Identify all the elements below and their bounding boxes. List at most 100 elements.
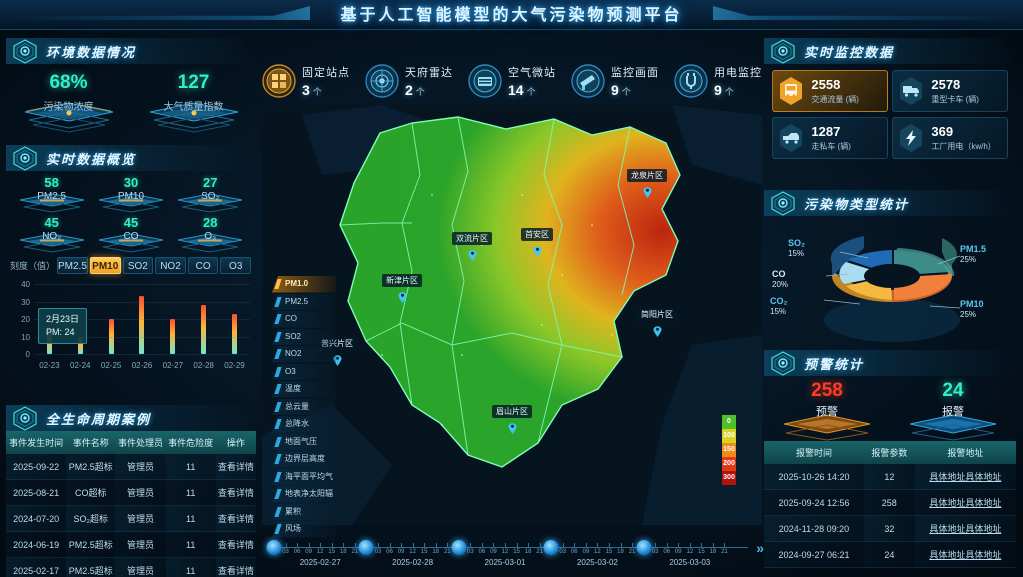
cell-alarm-address[interactable]: 具体地址具体地址 [914, 541, 1016, 568]
cell-alarm-time: 2024-11-28 09:20 [764, 515, 864, 542]
table-row[interactable]: 2025-10-26 14:20 12 具体地址具体地址 [764, 464, 1016, 490]
monitor-card-van[interactable]: 1287 走私车 (辆) [772, 117, 888, 159]
table-row[interactable]: 2024-09-27 06:21 24 具体地址具体地址 [764, 541, 1016, 568]
chart-bar[interactable] [108, 319, 114, 354]
chart-bar[interactable] [139, 296, 145, 354]
pollutant-pie-chart: SO₂ 15% CO 20% CO₂ 15% PM1.5 25% PM10 25… [764, 216, 1016, 351]
map-layer-item[interactable]: O3 [272, 363, 336, 380]
map-layer-item[interactable]: 总降水 [272, 416, 336, 433]
detail-link[interactable]: 查看详情 [215, 531, 256, 558]
stat-value: 14 个 [508, 82, 556, 98]
pedestal-decor [139, 101, 249, 135]
monitor-card-heavy-truck[interactable]: 2578 重型卡车 (辆) [892, 70, 1008, 112]
timeline-hour-label: 03 [374, 549, 382, 555]
monitor-card-traffic[interactable]: 2558 交通流量 (辆) [772, 70, 888, 112]
map-layer-item[interactable]: 温度 [272, 381, 336, 398]
timeline-day-knob[interactable] [451, 540, 467, 555]
map-layer-item[interactable]: PM2.5 [272, 293, 336, 310]
timeline-hour-label: 12 [409, 549, 416, 555]
map-marker[interactable]: 双流片区 [452, 228, 492, 262]
pedestal-decor [14, 101, 124, 135]
timeline-day-knob[interactable] [543, 540, 559, 555]
chart-bar-slot[interactable] [160, 284, 186, 354]
timeline-day-knob[interactable] [358, 540, 374, 555]
chart-bar[interactable] [170, 319, 176, 354]
map-layer-item[interactable]: 地面气压 [272, 433, 336, 450]
env-label: 大气质量指数 [163, 102, 224, 113]
col-alarm-address: 报警地址 [914, 441, 1016, 464]
map-layer-item[interactable]: 累积 [272, 503, 336, 520]
timeline-day-knob[interactable] [636, 540, 652, 555]
table-row[interactable]: 2025-08-21 CO超标 管理员 11 查看详情 [6, 479, 256, 506]
timeline-date-label: 2025-02-27 [299, 558, 341, 567]
table-row[interactable]: 2025-02-17 PM2.5超标 管理员 11 查看详情 [6, 557, 256, 577]
table-row[interactable]: 2024-06-19 PM2.5超标 管理员 11 查看详情 [6, 531, 256, 558]
timeline-next-button[interactable]: » [756, 540, 764, 556]
stat-number: 2 [405, 82, 413, 98]
chart-bar-slot[interactable] [222, 284, 248, 354]
tab-so2[interactable]: SO2 [122, 257, 154, 274]
map-marker[interactable]: 简阳片区 [637, 304, 677, 337]
map-marker[interactable]: 龙泉片区 [627, 165, 667, 199]
chart-bar[interactable] [77, 336, 83, 354]
detail-link[interactable]: 查看详情 [215, 454, 256, 480]
tab-pm25[interactable]: PM2.5 [57, 257, 88, 274]
chart-bar-slot[interactable] [129, 284, 155, 354]
tab-co[interactable]: CO [187, 257, 219, 274]
chart-bar[interactable] [231, 313, 237, 354]
metric-name: CO [123, 231, 139, 242]
chart-bar[interactable] [201, 305, 207, 354]
metric-value: 27 [203, 175, 218, 190]
timeline-track[interactable] [274, 547, 748, 548]
table-row[interactable]: 2025-09-24 12:56 258 具体地址具体地址 [764, 489, 1016, 516]
bolt-icon [898, 123, 924, 153]
table-row[interactable]: 2024-11-28 09:20 32 具体地址具体地址 [764, 515, 1016, 542]
detail-link[interactable]: 查看详情 [215, 479, 256, 506]
legend-segment: 0 [722, 415, 736, 429]
map-marker[interactable]: 新津片区 [382, 270, 422, 304]
table-row[interactable]: 2024-07-20 SO₂超标 管理员 11 查看详情 [6, 505, 256, 532]
detail-link[interactable]: 查看详情 [215, 505, 256, 532]
map-layer-item[interactable]: NO2 [272, 346, 336, 363]
map-layer-item[interactable]: 总云量 [272, 398, 336, 415]
map-layer-item[interactable]: PM1.0 [272, 276, 336, 293]
map-marker[interactable]: 眉山片区 [492, 401, 532, 434]
map-layer-list[interactable]: PM1.0 PM2.5 CO SO2 NO2 O3 温度 总云量 总降水 地面气压 边界层高度 海平面… [272, 276, 336, 539]
cell-alarm-address[interactable]: 具体地址具体地址 [914, 515, 1016, 542]
monitor-card-factory-power[interactable]: 369 工厂用电（kw/h） [892, 117, 1008, 159]
detail-link[interactable]: 查看详情 [215, 557, 256, 577]
map-layer-item[interactable]: CO [272, 311, 336, 328]
tab-o3[interactable]: O3 [220, 257, 252, 274]
stat-air-microstation[interactable]: 空气微站 14 个 [468, 64, 556, 98]
map-layer-item[interactable]: 海平面平均气压 [272, 468, 336, 485]
tab-no2[interactable]: NO2 [155, 257, 186, 274]
timeline-day-knob[interactable] [266, 540, 282, 555]
map-layer-item[interactable]: SO2 [272, 328, 336, 345]
map-marker-label: 简阳片区 [637, 308, 677, 321]
map-layer-item[interactable]: 风场 [272, 521, 336, 538]
map-canvas[interactable]: 龙泉片区 双流片区 首安区 新津片区 普兴片区 简阳片区 眉山片区 0 100 150 200 30… [262, 105, 762, 525]
panel-emblem-icon [770, 190, 796, 216]
timeline-hour-label: 21 [351, 549, 359, 555]
cell-alarm-param: 12 [863, 464, 915, 490]
chart-plot-area [34, 284, 250, 355]
chart-bar-slot[interactable] [98, 284, 124, 354]
cell-alarm-address[interactable]: 具体地址具体地址 [914, 489, 1016, 516]
map-layer-item[interactable]: 地表净太阳辐射 [272, 486, 336, 503]
chart-bar-slot[interactable] [191, 284, 217, 354]
table-row[interactable]: 2025-09-22 PM2.5超标 管理员 11 查看详情 [6, 454, 256, 480]
tab-pm10[interactable]: PM10 [89, 257, 121, 274]
map-marker[interactable]: 首安区 [521, 224, 553, 258]
map-timeline[interactable]: 2025-02-27 03 06 09 12 15 18 21 2025-02-28 03 06 09… [266, 534, 764, 574]
map-layer-item[interactable]: 边界层高度 [272, 451, 336, 468]
pollution-map[interactable]: 龙泉片区 双流片区 首安区 新津片区 普兴片区 简阳片区 眉山片区 0 100 150 200 30… [262, 105, 762, 525]
cell-alarm-address[interactable]: 具体地址具体地址 [914, 464, 1016, 490]
chart-bar-slot[interactable] [67, 284, 93, 354]
map-marker-label: 龙泉片区 [627, 169, 667, 183]
